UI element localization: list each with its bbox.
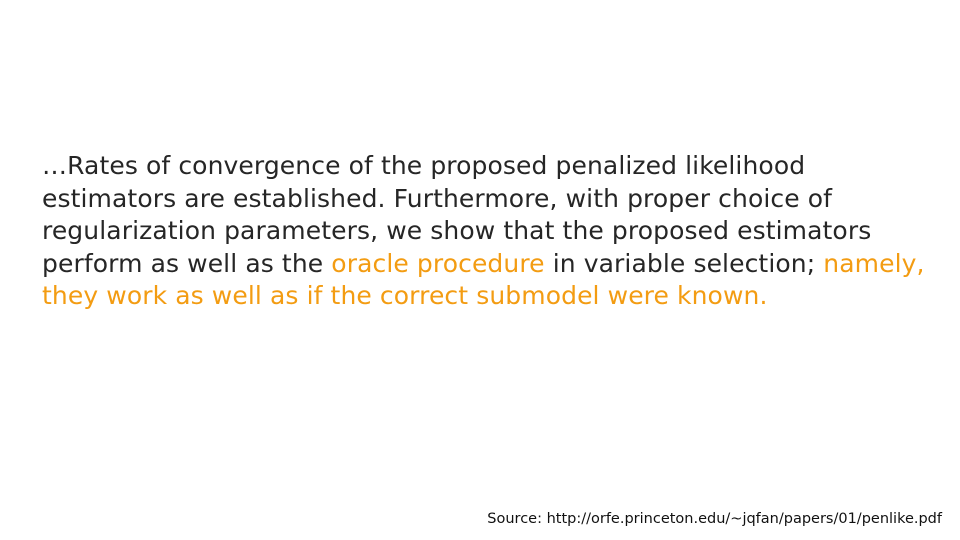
highlight-correct-submodel: namely, they work as well as if the corr… <box>42 248 925 311</box>
quote-text: …Rates of convergence of the proposed pe… <box>42 150 927 313</box>
source-citation: Source: http://orfe.princeton.edu/~jqfan… <box>487 511 942 527</box>
highlight-oracle-procedure: oracle procedure <box>331 248 545 278</box>
quote-part: …Rates of convergence of the proposed pe… <box>42 151 872 278</box>
quote-part: in variable selection; <box>544 248 824 278</box>
